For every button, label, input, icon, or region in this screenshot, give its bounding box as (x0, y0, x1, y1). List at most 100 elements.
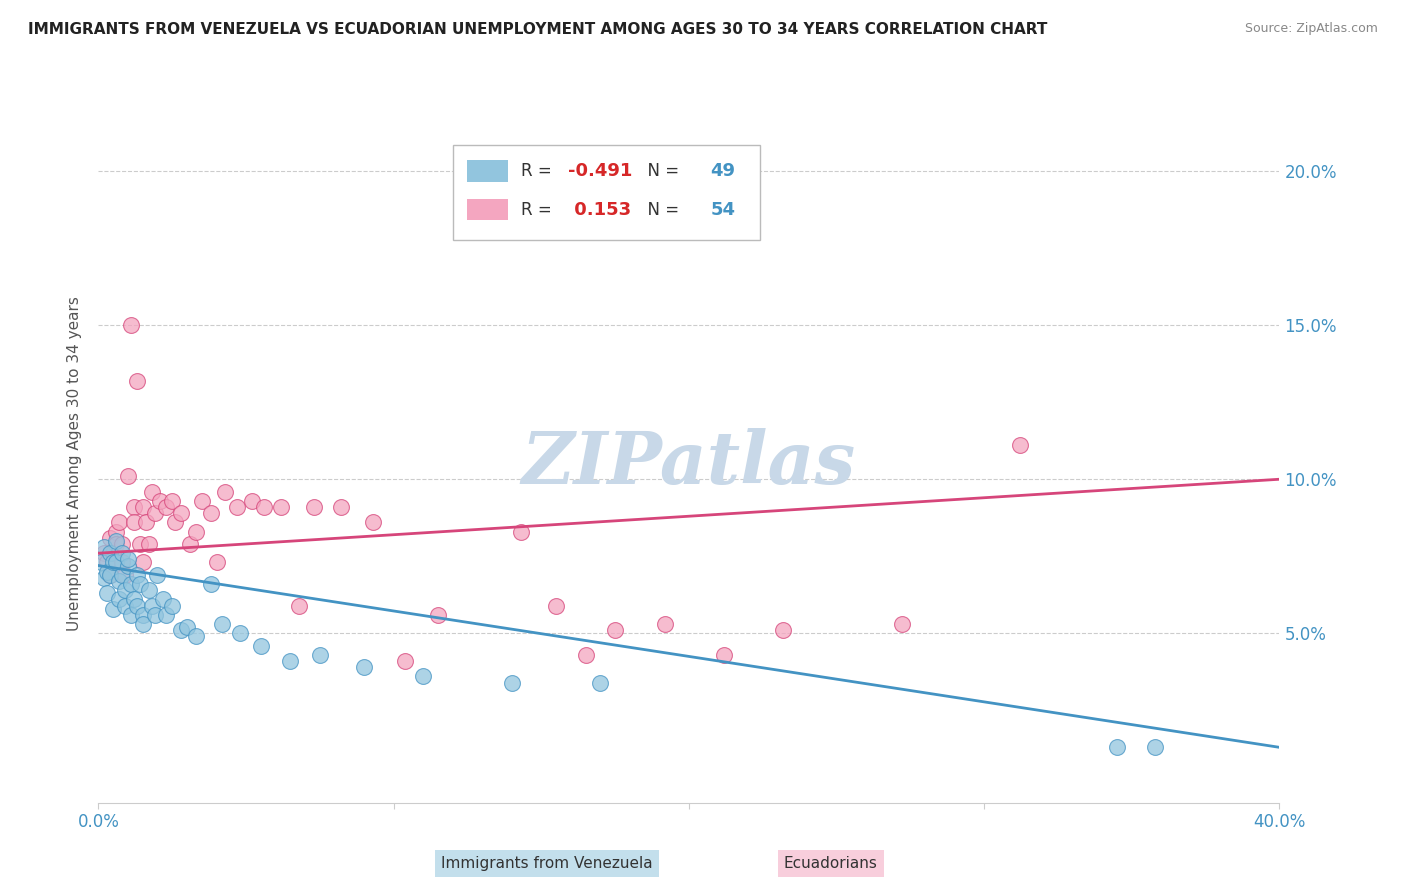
Point (170, 506, 193, 520)
Point (146, 567, 169, 582)
Point (132, 617, 155, 632)
Point (278, 654, 302, 668)
Point (141, 599, 163, 613)
Point (117, 558, 139, 573)
Point (111, 537, 134, 551)
Point (108, 574, 131, 588)
Point (125, 599, 148, 613)
Point (93, 546, 115, 560)
Point (191, 493, 214, 508)
Point (114, 599, 136, 613)
Point (427, 607, 450, 622)
Point (122, 500, 145, 514)
Point (200, 577, 222, 591)
Point (98, 567, 121, 582)
Point (96, 556, 118, 570)
Text: N =: N = (637, 162, 685, 180)
Text: Immigrants from Venezuela: Immigrants from Venezuela (441, 856, 652, 871)
Point (114, 567, 136, 582)
Point (501, 675, 523, 690)
Point (214, 484, 236, 499)
Point (574, 648, 596, 662)
Point (211, 617, 233, 632)
Point (132, 500, 155, 514)
Point (98, 531, 121, 545)
Point (329, 500, 352, 514)
Text: 49: 49 (710, 162, 735, 180)
Point (117, 469, 139, 483)
Point (589, 675, 612, 690)
Text: Ecuadorians: Ecuadorians (783, 856, 877, 871)
Point (1144, 740, 1167, 755)
Point (125, 374, 148, 388)
Text: R =: R = (522, 162, 557, 180)
Point (713, 648, 735, 662)
Point (103, 601, 125, 615)
Point (544, 599, 567, 613)
Point (155, 500, 177, 514)
Point (96, 565, 118, 579)
Point (105, 537, 128, 551)
Point (111, 546, 134, 560)
Point (111, 556, 134, 570)
Point (135, 516, 157, 530)
Text: R =: R = (522, 201, 557, 219)
Point (270, 500, 292, 514)
Point (138, 583, 160, 598)
Point (772, 624, 794, 638)
Point (302, 500, 325, 514)
Point (90, 556, 112, 570)
Text: IMMIGRANTS FROM VENEZUELA VS ECUADORIAN UNEMPLOYMENT AMONG AGES 30 TO 34 YEARS C: IMMIGRANTS FROM VENEZUELA VS ECUADORIAN … (28, 22, 1047, 37)
Point (105, 533, 128, 548)
Point (253, 500, 276, 514)
Point (605, 624, 627, 638)
Point (165, 516, 187, 530)
FancyBboxPatch shape (453, 145, 759, 240)
Point (98, 546, 121, 560)
Point (103, 546, 125, 560)
Point (162, 599, 183, 613)
Text: N =: N = (637, 201, 685, 219)
Point (93, 571, 115, 585)
Point (890, 617, 912, 632)
Point (654, 617, 676, 632)
Point (105, 556, 128, 570)
Point (143, 506, 166, 520)
Text: 54: 54 (710, 201, 735, 219)
Point (176, 620, 198, 634)
Point (152, 592, 174, 607)
Point (149, 493, 172, 508)
Point (200, 506, 222, 520)
Point (141, 484, 163, 499)
Point (155, 607, 177, 622)
Point (456, 194, 478, 209)
Point (111, 567, 134, 582)
Point (128, 537, 150, 551)
Point (108, 592, 131, 607)
Point (250, 639, 273, 653)
Point (117, 552, 139, 566)
Point (226, 500, 249, 514)
Point (98, 567, 121, 582)
Point (122, 516, 145, 530)
Point (96, 586, 118, 600)
Point (184, 629, 207, 643)
Point (240, 493, 263, 508)
Point (162, 493, 183, 508)
Point (309, 648, 332, 662)
Point (1008, 438, 1031, 452)
Point (170, 624, 193, 638)
Point (132, 607, 155, 622)
Point (105, 524, 128, 539)
Text: -0.491: -0.491 (568, 162, 633, 180)
FancyBboxPatch shape (467, 199, 508, 220)
Point (509, 524, 531, 539)
Point (120, 577, 142, 591)
Point (128, 577, 150, 591)
Point (125, 567, 148, 582)
Point (361, 516, 384, 530)
Point (120, 607, 142, 622)
Point (120, 318, 142, 333)
Point (184, 524, 207, 539)
Point (114, 583, 136, 598)
